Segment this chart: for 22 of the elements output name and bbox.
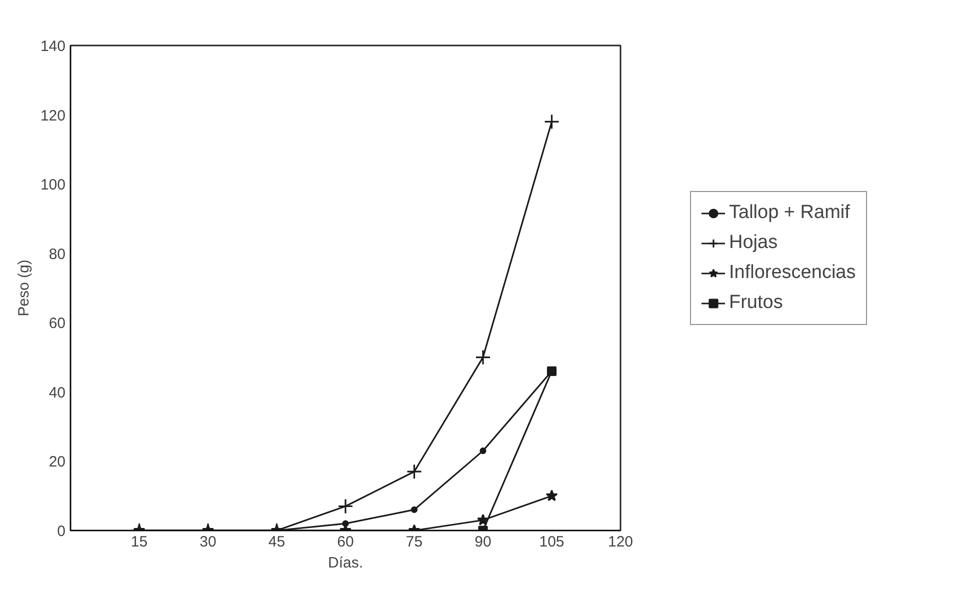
x-tick-label: 45 (268, 534, 286, 550)
x-axis-title: Días. (328, 554, 364, 572)
y-tick-label: 40 (48, 384, 66, 402)
x-tick-label: 120 (608, 534, 634, 550)
y-tick-label: 80 (48, 246, 66, 263)
y-tick-label: 0 (57, 523, 66, 540)
x-tick-label: 75 (406, 534, 423, 550)
x-tick-label: 15 (130, 534, 148, 550)
y-tick-label: 120 (40, 107, 66, 124)
legend-label: Hojas (729, 232, 778, 254)
y-tick-label: 100 (40, 176, 66, 194)
y-tick-label: 20 (48, 454, 66, 471)
x-tick-label: 90 (474, 534, 492, 550)
x-tick-label: 105 (539, 534, 564, 550)
legend-label: Frutos (729, 292, 783, 314)
y-axis-title: Peso (g) (15, 260, 32, 316)
legend-label: Inflorescencias (729, 262, 856, 284)
x-tick-label: 30 (200, 534, 216, 550)
y-tick-label: 60 (48, 315, 66, 332)
legend-label: Tallop + Ramif (729, 202, 850, 224)
y-tick-label: 140 (40, 38, 66, 55)
x-tick-label: 60 (337, 534, 354, 550)
